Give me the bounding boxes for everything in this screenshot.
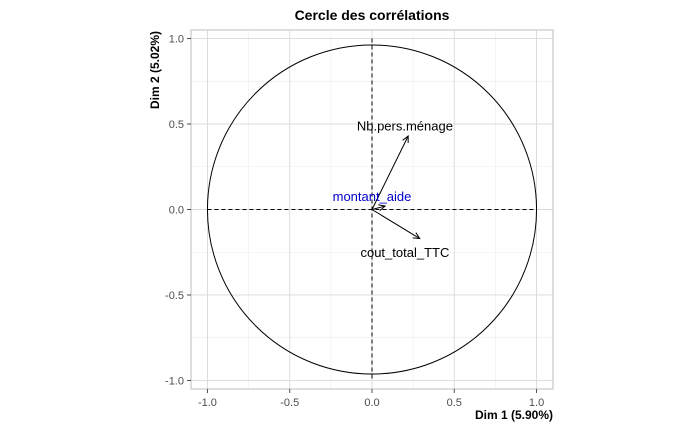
tick-labels: -1.0 -0.5 0.0 0.5 1.0 -1.0 -0.5 0.0 0.5 1.0 bbox=[165, 34, 544, 409]
y-tick-label: 0.0 bbox=[169, 205, 184, 217]
arrow-shaft bbox=[371, 135, 409, 210]
variable-arrow bbox=[371, 209, 421, 240]
y-tick-label: 0.5 bbox=[169, 119, 184, 131]
y-tick-label: -1.0 bbox=[165, 375, 184, 387]
x-tick-label: -1.0 bbox=[198, 397, 217, 409]
variable-arrows bbox=[371, 134, 421, 240]
y-axis-title: Dim 2 (5.02%) bbox=[148, 31, 162, 109]
arrow-head bbox=[378, 204, 387, 211]
chart-title: Cercle des corrélations bbox=[295, 7, 450, 23]
y-tick-label: 1.0 bbox=[169, 34, 184, 46]
arrow-shaft bbox=[371, 205, 386, 210]
axis-ticks bbox=[187, 38, 538, 393]
variable-label: montant_aide bbox=[333, 189, 412, 204]
arrow-head bbox=[402, 134, 409, 143]
arrow-head bbox=[412, 232, 421, 240]
arrow-shaft bbox=[371, 209, 420, 239]
variable-label: cout_total_TTC bbox=[360, 245, 449, 260]
variable-labels: Nb.pers.ménage montant_aide cout_total_TTC bbox=[333, 119, 453, 261]
y-tick-label: -0.5 bbox=[165, 290, 184, 302]
variable-label: Nb.pers.ménage bbox=[357, 119, 453, 134]
x-tick-label: 0.0 bbox=[364, 397, 379, 409]
x-tick-label: -0.5 bbox=[280, 397, 299, 409]
variable-arrow bbox=[371, 204, 387, 211]
x-tick-label: 1.0 bbox=[529, 397, 544, 409]
variable-arrow bbox=[371, 134, 409, 210]
x-tick-label: 0.5 bbox=[447, 397, 462, 409]
x-axis-title: Dim 1 (5.90%) bbox=[475, 408, 553, 422]
